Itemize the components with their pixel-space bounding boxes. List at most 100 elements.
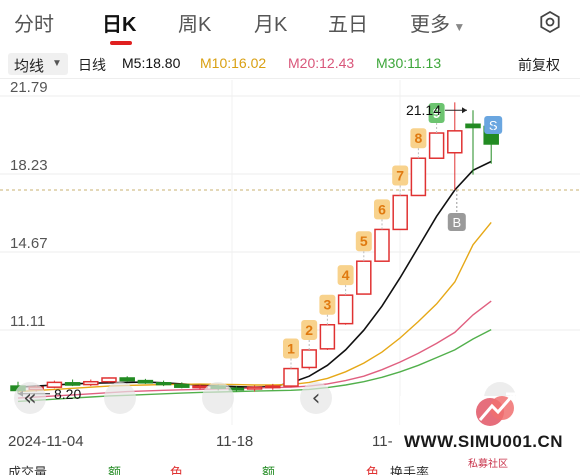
- indicator-volume[interactable]: 成交量: [8, 465, 48, 475]
- tab-monthly-k[interactable]: 月K: [254, 14, 288, 36]
- candle-body: [155, 382, 172, 386]
- period-tab-bar: 分时 日K 周K 月K 五日 更多 ▼: [0, 0, 580, 48]
- board-count-badge: 9: [428, 103, 445, 134]
- candle-body: [374, 228, 390, 262]
- badge-bg: [319, 294, 336, 315]
- board-count-label: 9: [433, 105, 441, 121]
- tab-more[interactable]: 更多 ▼: [410, 8, 465, 37]
- ma10-value: M10:16.02: [200, 55, 267, 71]
- watermark-logo-icon: [476, 392, 516, 426]
- badge-bg: [355, 231, 372, 252]
- ma-lines: [17, 160, 492, 403]
- badge-bg: [301, 319, 318, 340]
- settings-gear-icon[interactable]: [538, 10, 562, 34]
- indicator-turnover: 换手率: [390, 465, 430, 475]
- watermark-site: WWW.SIMU001.CN: [404, 432, 564, 451]
- badge-bg: [392, 165, 409, 186]
- board-count-badge: 2: [301, 319, 318, 350]
- tab-weekly-k[interactable]: 周K: [178, 14, 212, 36]
- candle-body: [246, 386, 263, 390]
- x-tick-start: 2024-11-04: [8, 433, 84, 450]
- candle-body: [64, 382, 81, 386]
- badge-bg: [337, 265, 354, 286]
- ma-info-bar: 均线 ▼ 日线 M5:18.80 M10:16.02 M20:12.43 M30…: [0, 50, 580, 79]
- board-count-badge: 1: [283, 338, 299, 369]
- tab-five-day[interactable]: 五日: [328, 14, 368, 36]
- tab-daily-k[interactable]: 日K: [102, 14, 137, 36]
- candle-body: [410, 157, 427, 197]
- candle-body: [465, 123, 481, 129]
- candle-body: [174, 383, 190, 388]
- badge-bg: [283, 338, 299, 359]
- indicator-strip: 成交量 额 色 额 色 换手率: [0, 462, 580, 475]
- low-price-label: 8.20: [54, 386, 81, 402]
- tab-intraday[interactable]: 分时: [14, 14, 54, 36]
- y-tick-label: 21.79: [10, 80, 48, 96]
- indicator-item: 额: [262, 465, 276, 475]
- y-tick-label: 11.11: [10, 313, 45, 330]
- badge-bg: [374, 199, 390, 220]
- nav-circle-icon[interactable]: [202, 382, 234, 414]
- indicator-item: 额: [108, 465, 122, 475]
- chevron-down-icon: ▼: [450, 20, 466, 34]
- board-count-badge: 8: [410, 128, 427, 159]
- board-count-badge: 4: [337, 265, 354, 296]
- board-count-label: 5: [360, 233, 368, 249]
- high-price-label: 21.14: [406, 102, 441, 118]
- board-count-label: 7: [396, 167, 404, 183]
- chevron-left-double-icon[interactable]: [14, 382, 46, 414]
- ma-type-label: 均线: [14, 58, 45, 75]
- x-tick-end: 11-: [372, 433, 393, 450]
- candle-body: [46, 381, 63, 388]
- candle-body: [319, 323, 336, 350]
- candle-body: [83, 380, 99, 386]
- board-count-label: 6: [378, 201, 386, 217]
- board-count-label: 4: [342, 267, 350, 283]
- board-count-badge: 3: [319, 294, 336, 325]
- candle-body: [265, 385, 281, 389]
- x-tick-mid: 11-18: [216, 433, 254, 450]
- buy-marker-bg: [447, 213, 466, 231]
- nav-circle-icon[interactable]: [104, 382, 136, 414]
- y-axis-labels: 21.79 18.23 14.67 11.11: [10, 80, 48, 330]
- board-count-label: 1: [287, 341, 295, 357]
- indicator-item: 色: [170, 465, 184, 475]
- ma-type-select[interactable]: 均线 ▼: [8, 53, 68, 75]
- board-count-label: 8: [415, 130, 423, 146]
- candle-body: [337, 294, 354, 325]
- board-count-badge: 5: [355, 231, 372, 262]
- chart-grid: [0, 80, 580, 425]
- buy-marker: B: [452, 215, 461, 230]
- chevron-down-icon: ▼: [52, 58, 62, 69]
- candle-body: [192, 385, 208, 389]
- candle-body: [356, 260, 372, 295]
- watermark-subtitle: 私募社区: [468, 459, 508, 470]
- chevron-left-icon[interactable]: [300, 382, 332, 414]
- candle-body: [283, 367, 299, 387]
- y-tick-label: 18.23: [10, 157, 48, 174]
- board-count-label: 3: [324, 297, 332, 313]
- candle-body: [447, 130, 463, 154]
- y-tick-label: 14.67: [10, 235, 48, 252]
- ma-line-m10: [17, 221, 492, 393]
- tab-more-label: 更多: [410, 14, 450, 36]
- price-adjust-toggle[interactable]: 前复权: [518, 57, 560, 73]
- badge-bg: [410, 128, 427, 149]
- candle-body: [101, 377, 117, 383]
- chevron-left-double-icon-glyph: «: [23, 386, 36, 411]
- badge-bg: [428, 103, 445, 124]
- indicator-item: 色: [366, 465, 380, 475]
- candle-body: [392, 194, 408, 231]
- ma20-value: M20:12.43: [288, 55, 355, 71]
- board-count-label: 2: [305, 322, 313, 338]
- line-type-label: 日线: [78, 57, 106, 73]
- candle-body: [301, 349, 317, 369]
- chevron-left-icon-glyph: ‹: [312, 386, 321, 411]
- candle-body: [137, 379, 154, 384]
- ma5-value: M5:18.80: [122, 55, 181, 71]
- ma30-value: M30:11.13: [376, 55, 442, 71]
- active-tab-indicator: [110, 41, 132, 45]
